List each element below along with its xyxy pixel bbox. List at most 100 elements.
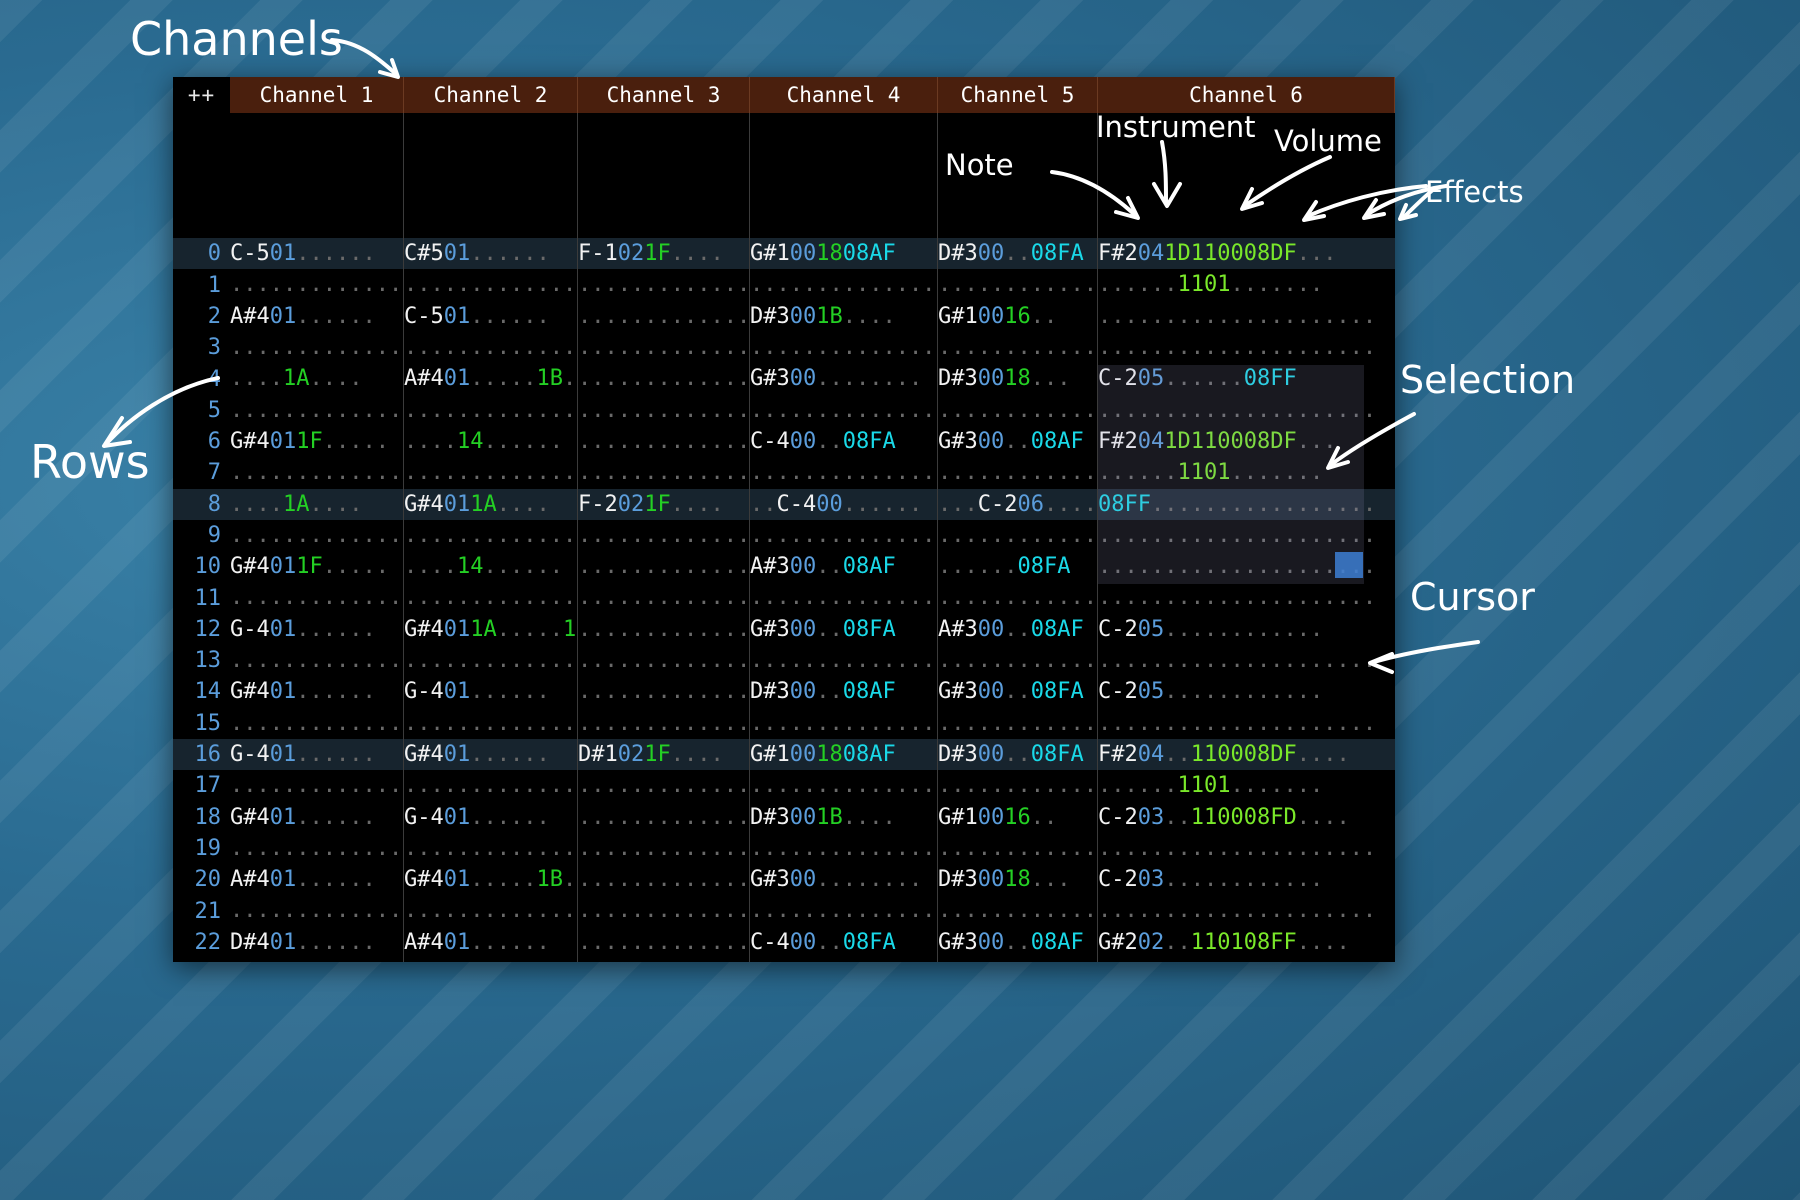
pattern-cell[interactable]: ............. <box>230 832 404 865</box>
pattern-cell[interactable]: ............ <box>938 582 1098 614</box>
pattern-cell[interactable]: ....14...... <box>404 425 578 458</box>
pattern-cell[interactable]: ............ <box>938 519 1098 552</box>
pattern-cell[interactable]: ............... <box>750 457 938 489</box>
pattern-row[interactable]: 11......................................… <box>173 582 1395 614</box>
pattern-cell[interactable]: ............. <box>404 895 578 927</box>
pattern-cell[interactable]: G#202..110108FF.... <box>1098 927 1395 958</box>
pattern-row[interactable]: 21......................................… <box>173 895 1395 927</box>
pattern-row[interactable]: 5.......................................… <box>173 394 1395 426</box>
pattern-cell[interactable]: C-205......08FF <box>1098 363 1395 394</box>
pattern-cell[interactable]: D#30018... <box>938 363 1098 395</box>
pattern-cell[interactable]: ............. <box>578 864 750 896</box>
pattern-cell[interactable]: ............. <box>578 613 750 646</box>
pattern-cell[interactable]: G#401...... <box>230 801 404 833</box>
pattern-rows[interactable]: 0 C-501...... C#501...... F-1021F.... G#1001… <box>173 113 1395 962</box>
pattern-cell[interactable]: ..................... <box>1098 708 1395 739</box>
pattern-cell[interactable] <box>404 175 578 207</box>
pattern-row[interactable]: 18 G#401...... G-401................... D#3… <box>173 801 1395 833</box>
pattern-cell[interactable]: ..................... <box>1098 958 1395 962</box>
pattern-grid[interactable]: 0 C-501...... C#501...... F-1021F.... G#1001… <box>173 113 1395 962</box>
pattern-cell[interactable]: G#4011F..... <box>230 551 404 583</box>
pattern-cell[interactable]: C-203............ <box>1098 864 1395 895</box>
pattern-cell[interactable]: ....14...... <box>404 551 578 583</box>
pattern-cell[interactable]: ..................... <box>1098 895 1395 926</box>
pattern-cell[interactable] <box>750 175 938 207</box>
pattern-cell[interactable]: ............. <box>578 425 750 458</box>
pattern-row[interactable]: 23......................................… <box>173 958 1395 962</box>
pattern-cell[interactable]: ..................... <box>1098 645 1395 676</box>
pattern-cell[interactable]: ............. <box>230 269 404 301</box>
pattern-cell[interactable]: ............. <box>578 707 750 739</box>
pattern-cell[interactable] <box>938 113 1098 145</box>
pattern-cell[interactable]: G#300..08AF <box>938 926 1098 959</box>
channel-header-1[interactable]: Channel 1 <box>230 77 404 113</box>
pattern-row[interactable]: 6 G#4011F..... ....14................... C-… <box>173 425 1395 458</box>
pattern-cell[interactable]: C-400..08FA <box>750 926 938 959</box>
pattern-cell[interactable]: ............... <box>750 832 938 865</box>
pattern-cell[interactable]: ............. <box>404 582 578 614</box>
pattern-cell[interactable]: ............. <box>578 582 750 614</box>
pattern-cell[interactable]: ............. <box>578 676 750 708</box>
channel-header-5[interactable]: Channel 5 <box>938 77 1098 113</box>
pattern-row[interactable]: 15......................................… <box>173 707 1395 739</box>
pattern-cell[interactable] <box>750 113 938 145</box>
pattern-cell[interactable]: C-400..08FA <box>750 425 938 458</box>
pattern-cell[interactable]: G#4011A.... <box>404 488 578 520</box>
pattern-cell[interactable]: ............. <box>578 832 750 865</box>
pattern-cell[interactable]: G#300........ <box>750 363 938 395</box>
pattern-cell[interactable]: ....1A.... <box>230 488 404 520</box>
pattern-row[interactable]: 12G-401......G#4011A.....1B.............… <box>173 613 1395 646</box>
pattern-cell[interactable]: ............. <box>578 770 750 802</box>
pattern-cell[interactable]: ............... <box>750 332 938 364</box>
pattern-cell[interactable]: G#10016.. <box>938 801 1098 833</box>
pattern-row[interactable]: 14 G#401...... G-401................... D#3… <box>173 676 1395 708</box>
pattern-cell[interactable]: ....1A.... <box>230 363 404 395</box>
pattern-cell[interactable]: C-203..110008FD.... <box>1098 802 1395 833</box>
pattern-cell[interactable]: ............. <box>230 332 404 364</box>
pattern-cell[interactable]: 08FF................. <box>1098 489 1395 520</box>
pattern-row[interactable]: 2 A#401...... C-501................... D#30… <box>173 300 1395 333</box>
pattern-cell[interactable]: D#1021F.... <box>578 738 750 771</box>
pattern-cell[interactable]: ......08FA <box>938 551 1098 583</box>
pattern-cell[interactable]: ............ <box>938 332 1098 364</box>
pattern-cell[interactable]: ............ <box>938 958 1098 962</box>
pattern-cell[interactable]: ......1101....... <box>1098 770 1395 801</box>
pattern-cell[interactable]: ............ <box>938 895 1098 927</box>
pattern-cell[interactable]: ............ <box>938 707 1098 739</box>
pattern-cell[interactable]: A#401...... <box>230 300 404 333</box>
pattern-cell[interactable]: ............. <box>230 645 404 677</box>
pattern-cell[interactable]: ............. <box>230 895 404 927</box>
pattern-row[interactable]: 7.......................................… <box>173 457 1395 489</box>
pattern-cell[interactable]: G#10016.. <box>938 300 1098 333</box>
pattern-cell[interactable]: G#300..08FA <box>938 676 1098 708</box>
pattern-cell[interactable]: D#300..08FA <box>938 238 1098 270</box>
pattern-cell[interactable]: D#3001B.... <box>750 300 938 333</box>
pattern-row[interactable]: 20A#401......G#401.....1B...............… <box>173 864 1395 896</box>
pattern-cell[interactable]: ............. <box>404 707 578 739</box>
pattern-cell[interactable]: F-2021F.... <box>578 488 750 520</box>
pattern-row[interactable]: 8 ....1A.... G#4011A.... F-2021F.... ..C-400… <box>173 488 1395 520</box>
pattern-cell[interactable]: ............. <box>404 332 578 364</box>
pattern-cell[interactable] <box>404 144 578 176</box>
pattern-cell[interactable]: ............ <box>938 394 1098 426</box>
pattern-cell[interactable] <box>230 113 404 145</box>
pattern-cell[interactable]: G#401...... <box>404 738 578 771</box>
pattern-cell[interactable] <box>404 113 578 145</box>
pattern-cell[interactable]: ............ <box>938 269 1098 301</box>
pattern-cell[interactable]: F#204..110008DF.... <box>1098 739 1395 770</box>
pattern-cell[interactable]: ............ <box>938 770 1098 802</box>
pattern-cell[interactable]: ............. <box>578 300 750 333</box>
pattern-cell[interactable]: C-205............ <box>1098 614 1395 645</box>
pattern-editor-window[interactable]: ++ Channel 1 Channel 2 Channel 3 Channel… <box>173 77 1395 962</box>
pattern-row[interactable]: 1.......................................… <box>173 269 1395 301</box>
pattern-cell[interactable]: ..C-400...... <box>750 488 938 520</box>
pattern-cell[interactable]: C#501...... <box>404 238 578 270</box>
pattern-cell[interactable]: A#300..08AF <box>750 551 938 583</box>
pattern-cell[interactable]: ............... <box>750 582 938 614</box>
pattern-cell[interactable]: D#3001B.... <box>750 801 938 833</box>
pattern-cell[interactable] <box>750 144 938 176</box>
pattern-cell[interactable]: A#401...... <box>230 864 404 896</box>
pattern-cell[interactable]: G#300........ <box>750 864 938 896</box>
pattern-cell[interactable]: ..................... <box>1098 332 1395 363</box>
pattern-cell[interactable]: ............. <box>578 363 750 395</box>
